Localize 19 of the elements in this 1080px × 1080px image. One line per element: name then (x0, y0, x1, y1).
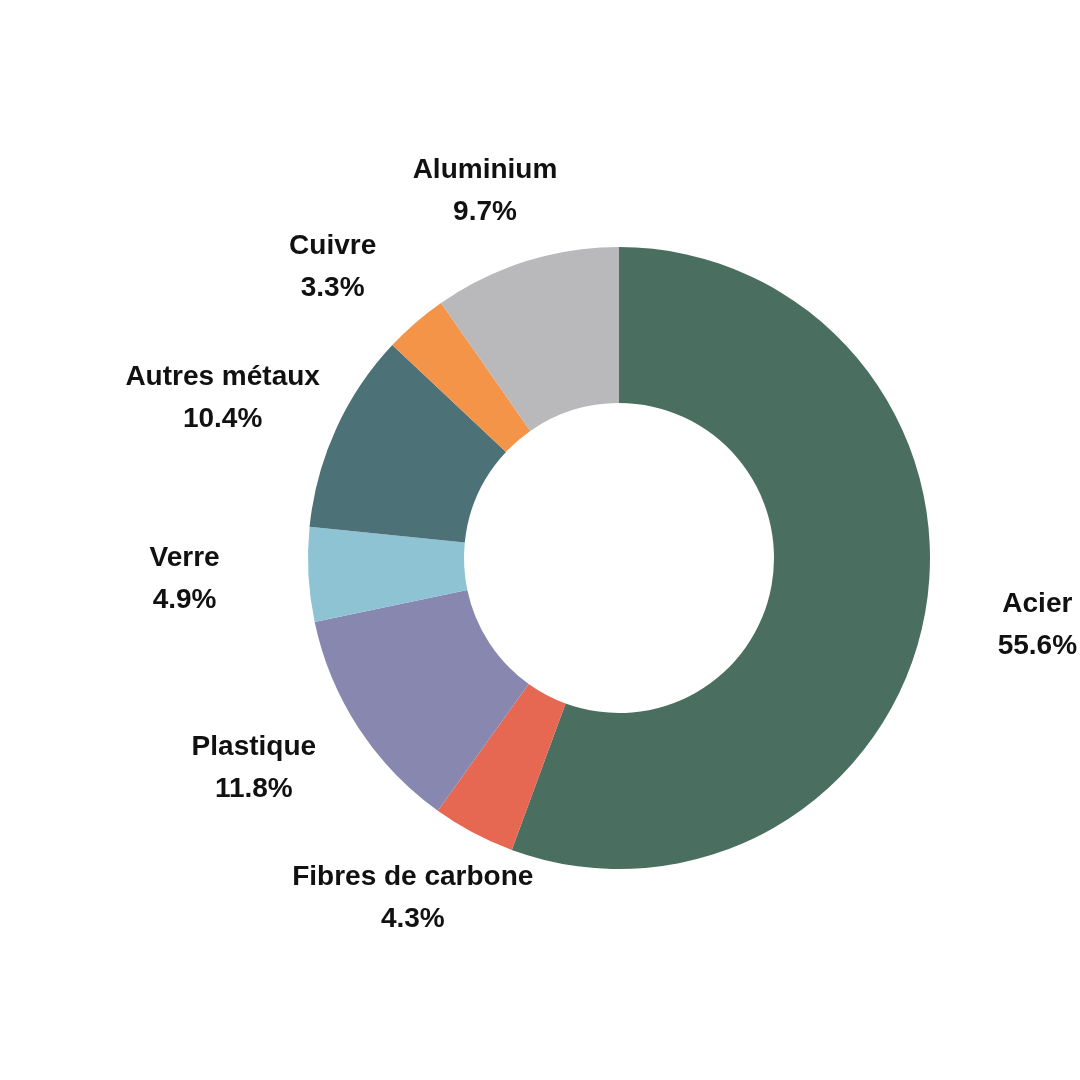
slice-label: Cuivre (289, 228, 377, 260)
slice-label: Aluminium (412, 152, 558, 184)
slice-label: Plastique (191, 730, 317, 762)
slice-label: Acier (1002, 587, 1073, 619)
data-label: 4.3% (380, 902, 445, 934)
data-label: 55.6% (997, 629, 1078, 661)
data-label: 10.4% (182, 402, 263, 434)
data-label: 9.7% (453, 194, 517, 226)
data-label: 3.3% (300, 270, 365, 302)
data-label: 11.8% (214, 772, 293, 804)
slice-label: Autres métaux (125, 360, 321, 392)
donut-slice (440, 247, 619, 431)
donut-slice (437, 683, 566, 850)
data-label: 4.9% (152, 582, 217, 614)
slice-label: Fibres de carbone (292, 860, 534, 892)
donut-slice (308, 526, 468, 623)
donut-slice (314, 589, 529, 811)
donut-slice (392, 302, 531, 452)
slice-label: Verre (149, 540, 220, 572)
